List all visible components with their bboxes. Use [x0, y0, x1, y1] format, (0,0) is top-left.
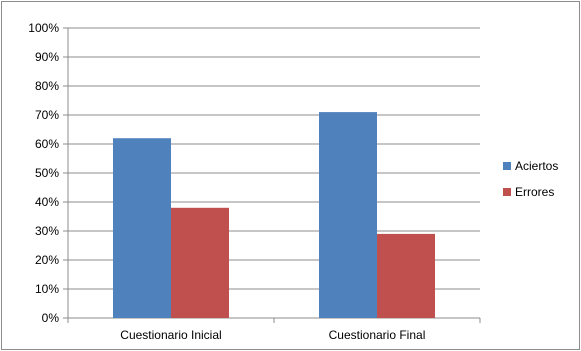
- y-tick-label-60: 60%: [35, 137, 59, 151]
- bar-aciertos-0: [113, 138, 171, 318]
- x-tick-label-1: Cuestionario Final: [329, 328, 426, 342]
- bar-errores-0: [171, 207, 229, 318]
- y-tick-label-40: 40%: [35, 195, 59, 209]
- legend-swatch-errores: [503, 188, 511, 196]
- y-tick-label-50: 50%: [35, 166, 59, 180]
- y-tick-label-90: 90%: [35, 50, 59, 64]
- bar-aciertos-1: [319, 112, 377, 318]
- y-tick-label-70: 70%: [35, 108, 59, 122]
- bar-errores-1: [377, 233, 435, 318]
- y-tick-label-100: 100%: [28, 21, 59, 35]
- y-tick-label-0: 0%: [42, 311, 60, 325]
- y-tick-label-20: 20%: [35, 253, 59, 267]
- legend-swatch-aciertos: [503, 162, 511, 170]
- y-tick-label-30: 30%: [35, 224, 59, 238]
- legend-label-aciertos: Aciertos: [515, 159, 558, 173]
- y-tick-label-10: 10%: [35, 282, 59, 296]
- legend-label-errores: Errores: [515, 185, 554, 199]
- x-tick-label-0: Cuestionario Inicial: [120, 328, 221, 342]
- y-tick-label-80: 80%: [35, 79, 59, 93]
